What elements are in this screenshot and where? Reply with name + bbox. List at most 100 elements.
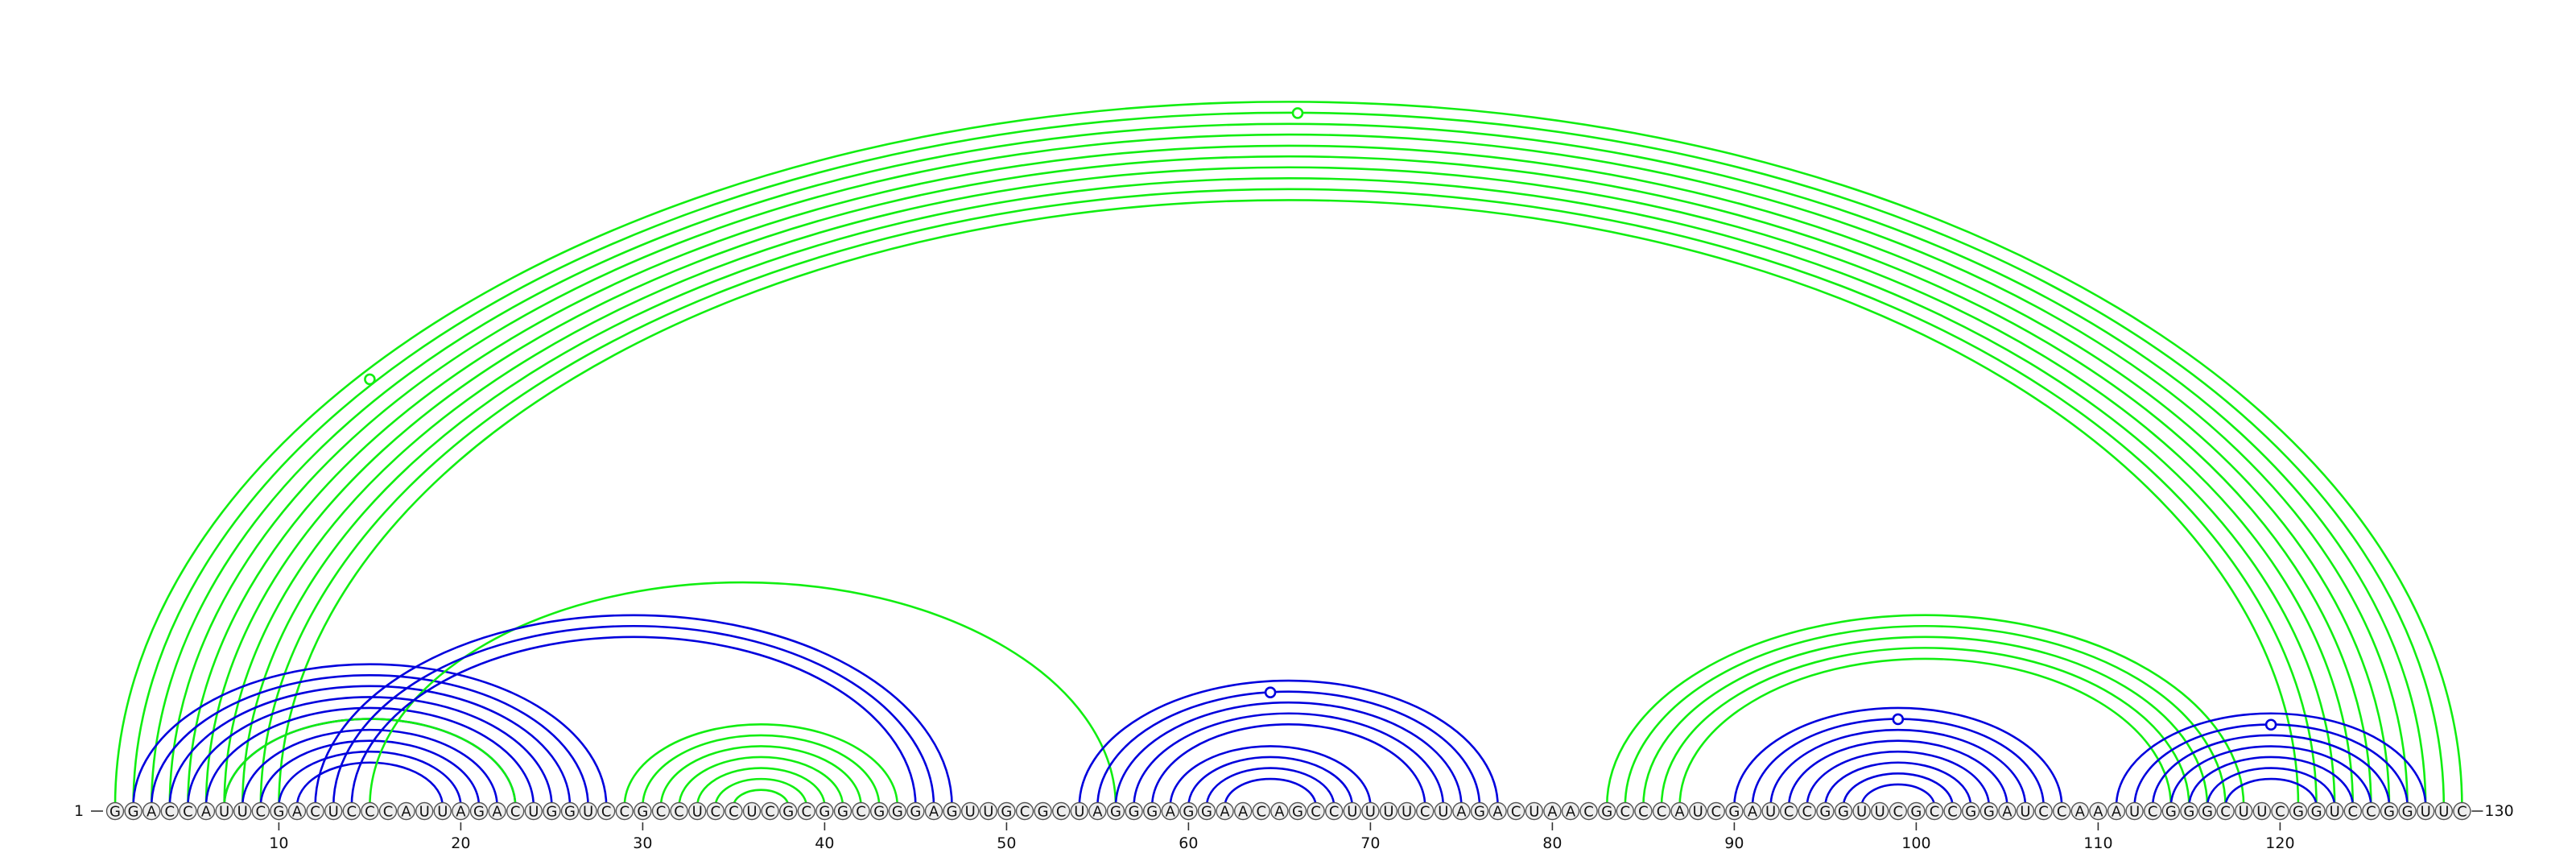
nucleotide-96-circle: [1834, 801, 1853, 821]
nucleotide-85-circle: [1634, 801, 1653, 821]
nucleotide-52: G: [1038, 804, 1049, 821]
nucleotide-108-circle: [2052, 801, 2071, 821]
nucleotide-110-circle: [2089, 801, 2107, 821]
nucleotide-85: C: [1638, 804, 1649, 821]
nucleotide-19: U: [437, 804, 448, 821]
nucleotide-26: G: [564, 804, 576, 821]
nucleotide-7-circle: [215, 801, 233, 821]
nucleotide-109-circle: [2070, 801, 2090, 821]
nucleotide-41: G: [837, 804, 848, 821]
nucleotide-122-circle: [2307, 801, 2326, 821]
nucleotide-35-circle: [724, 801, 743, 821]
nucleotide-81-circle: [1561, 801, 1580, 821]
pseudoknot-marker-4: [1892, 713, 1905, 726]
base-pair-arc-9-21: [259, 739, 481, 808]
nucleotide-49: U: [983, 804, 993, 821]
nucleotide-129: U: [2438, 804, 2449, 821]
base-pair-arc-7-124: [223, 166, 2355, 808]
nucleotide-65: A: [1274, 804, 1285, 821]
nucleotide-36-circle: [742, 801, 762, 821]
nucleotide-98-circle: [1870, 801, 1889, 821]
nucleotide-114: G: [2165, 804, 2177, 821]
base-pair-arc-1-130: [114, 101, 2463, 808]
tick-label-80: 80: [1542, 834, 1562, 852]
nucleotide-83: G: [1601, 804, 1612, 821]
nucleotide-60-circle: [1179, 801, 1198, 821]
base-pair-arcs: [114, 101, 2463, 808]
nucleotide-45: G: [910, 804, 921, 821]
nucleotide-38: G: [782, 804, 794, 821]
nucleotide-38-circle: [779, 801, 798, 821]
nucleotide-99: C: [1893, 804, 1904, 821]
base-pair-arc-85-116: [1642, 636, 2209, 808]
tick-label-120: 120: [2265, 834, 2294, 852]
nucleotide-51: C: [1020, 804, 1030, 821]
nucleotide-53: C: [1056, 804, 1067, 821]
nucleotide-7: U: [219, 804, 229, 821]
nucleotide-94-circle: [1798, 801, 1817, 821]
nucleotide-57: G: [1129, 804, 1140, 821]
base-pair-arc-6-125: [204, 155, 2372, 808]
nucleotide-74-circle: [1434, 801, 1453, 821]
nucleotide-43: G: [873, 804, 885, 821]
nucleotide-54: U: [1074, 804, 1084, 821]
nucleotide-73: C: [1420, 804, 1430, 821]
nucleotide-44: G: [892, 804, 903, 821]
sequence-start-label: 1: [74, 802, 84, 820]
nucleotide-107: C: [2038, 804, 2049, 821]
nucleotide-31: C: [656, 804, 667, 821]
nucleotide-1-circle: [105, 801, 125, 821]
nucleotide-28: C: [601, 804, 612, 821]
nucleotide-45-circle: [906, 801, 925, 821]
nucleotide-10-circle: [270, 801, 288, 821]
nucleotide-66: G: [1292, 804, 1303, 821]
nucleotide-58: G: [1146, 804, 1158, 821]
tick-label-20: 20: [451, 834, 470, 852]
nucleotide-116-circle: [2198, 801, 2217, 821]
nucleotide-95: G: [1819, 804, 1831, 821]
nucleotide-44-circle: [888, 801, 907, 821]
base-pair-arc-9-122: [259, 188, 2318, 808]
base-pair-arc-31-42: [659, 745, 862, 808]
pseudoknot-marker-5: [2264, 718, 2277, 731]
tick-label-40: 40: [815, 834, 834, 852]
base-pair-arc-10-20: [278, 750, 462, 808]
nucleotide-81: A: [1566, 804, 1576, 821]
nucleotide-121: G: [2293, 804, 2304, 821]
nucleotide-106-circle: [2016, 801, 2035, 821]
base-pair-arc-92-106: [1769, 728, 2027, 808]
nucleotide-129-circle: [2434, 801, 2454, 821]
nucleotide-39-circle: [797, 801, 815, 821]
nucleotide-86-circle: [1652, 801, 1671, 821]
nucleotide-76-circle: [1470, 801, 1489, 821]
base-pair-arc-30-43: [642, 734, 881, 808]
nucleotide-93-circle: [1779, 801, 1798, 821]
nucleotide-11-circle: [287, 801, 307, 821]
base-pair-arc-86-115: [1660, 647, 2190, 808]
nucleotide-97: U: [1856, 804, 1867, 821]
base-pair-arc-115-124: [2188, 756, 2355, 808]
nucleotide-10: G: [273, 804, 284, 821]
nucleotide-87-circle: [1670, 801, 1689, 821]
base-pair-arc-4-26: [168, 685, 572, 808]
nucleotide-5-circle: [179, 801, 197, 821]
nucleotide-20-circle: [452, 801, 470, 821]
nucleotide-90-circle: [1725, 801, 1744, 821]
pseudoknot-marker-1: [1291, 107, 1304, 119]
nucleotide-47: G: [947, 804, 958, 821]
nucleotide-66-circle: [1288, 801, 1307, 821]
base-pair-arc-83-118: [1605, 614, 2245, 808]
tick-label-30: 30: [633, 834, 652, 852]
base-pair-arc-84-117: [1624, 625, 2227, 808]
base-pair-arc-5-25: [187, 696, 553, 808]
base-pair-arc-90-108: [1733, 706, 2063, 808]
nucleotide-107-circle: [2034, 801, 2053, 821]
tick-label-50: 50: [997, 834, 1016, 852]
nucleotide-13-circle: [324, 801, 343, 821]
nucleotide-33-circle: [688, 801, 707, 821]
nucleotide-18: U: [419, 804, 430, 821]
nucleotide-72: U: [1402, 804, 1412, 821]
nucleotide-67: C: [1311, 804, 1321, 821]
base-pair-arc-94-104: [1806, 750, 1991, 808]
